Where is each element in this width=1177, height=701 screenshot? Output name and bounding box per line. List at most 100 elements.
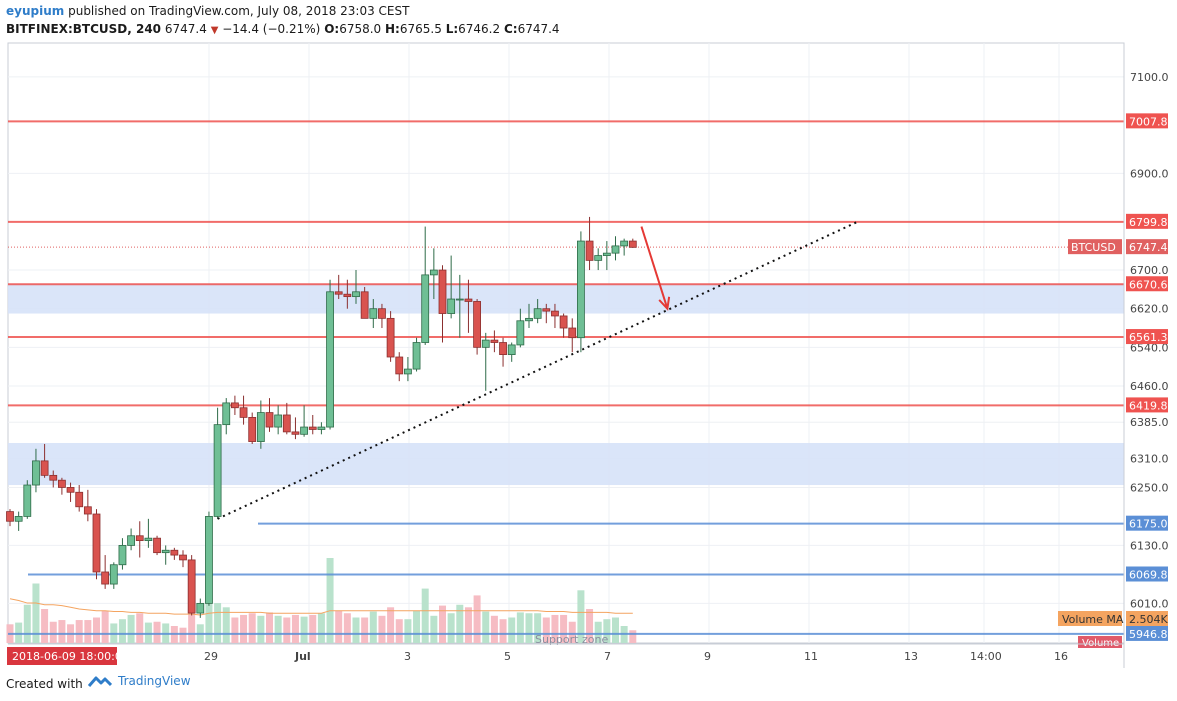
tradingview-link[interactable]: TradingView	[88, 674, 191, 688]
candle-body[interactable]	[83, 506, 92, 515]
candle-body[interactable]	[559, 315, 568, 329]
candle-body[interactable]	[196, 602, 205, 614]
candle-body[interactable]	[490, 339, 499, 343]
candle-body[interactable]	[429, 269, 438, 276]
price-chart[interactable]: Support zone 7100.0 6900.0 6700.0 6620.0 6540…	[0, 40, 1177, 668]
candle-body[interactable]	[360, 291, 369, 319]
candle-body[interactable]	[153, 537, 161, 554]
candle-body[interactable]	[170, 549, 179, 556]
volume-bar	[84, 620, 92, 643]
candle-body[interactable]	[317, 426, 326, 430]
candle-body[interactable]	[222, 402, 231, 426]
candle-body[interactable]	[256, 412, 265, 442]
candle-body[interactable]	[421, 274, 430, 343]
candle-body[interactable]	[525, 317, 533, 322]
candle-body[interactable]	[58, 479, 66, 488]
candle-body[interactable]	[109, 564, 118, 585]
candle-body[interactable]	[628, 240, 637, 248]
candle-body[interactable]	[144, 537, 153, 541]
candle-body[interactable]	[40, 460, 49, 476]
volume-bar	[482, 611, 490, 643]
candle-body[interactable]	[507, 344, 516, 355]
volume-bar	[499, 619, 507, 643]
candle-body[interactable]	[395, 356, 404, 375]
candle-body[interactable]	[308, 426, 317, 430]
volume-bar	[274, 615, 282, 643]
candle-body[interactable]	[179, 554, 187, 561]
candle-body[interactable]	[516, 320, 525, 346]
candle-body[interactable]	[161, 549, 170, 554]
candle-body[interactable]	[594, 255, 603, 261]
volume-bar	[361, 617, 369, 643]
candle-body[interactable]	[369, 308, 378, 319]
candle-body[interactable]	[412, 342, 421, 370]
candle-body[interactable]	[403, 368, 412, 375]
candle-body[interactable]	[473, 301, 482, 348]
candle-body[interactable]	[135, 535, 144, 541]
candle-body[interactable]	[92, 513, 101, 573]
candle-body[interactable]	[118, 545, 127, 566]
candle-body[interactable]	[23, 484, 32, 517]
candle-body[interactable]	[230, 402, 239, 409]
volume-bar	[58, 620, 66, 643]
candle-body[interactable]	[6, 511, 14, 522]
candle-body[interactable]	[66, 487, 75, 493]
candle-body[interactable]	[326, 291, 334, 428]
volume-bar	[317, 613, 325, 643]
volume-ma-value-tag	[1126, 611, 1168, 626]
candle-body[interactable]	[551, 310, 559, 317]
candle-body[interactable]	[455, 298, 464, 301]
candle-body[interactable]	[378, 308, 386, 319]
candle-body[interactable]	[265, 412, 274, 428]
candle-body[interactable]	[205, 516, 213, 604]
candle-body[interactable]	[386, 317, 395, 358]
candle-body[interactable]	[343, 293, 352, 298]
candle-body[interactable]	[213, 424, 222, 517]
publish-info: published on TradingView.com, July 08, 2…	[68, 4, 410, 18]
candle-body[interactable]	[533, 308, 542, 319]
last-price: 6747.4	[164, 22, 207, 36]
candle-body[interactable]	[274, 414, 283, 428]
candle-body[interactable]	[447, 298, 456, 314]
trendline[interactable]	[217, 220, 859, 520]
current-price-label: 6747.4	[1129, 241, 1168, 254]
candle-body[interactable]	[499, 342, 507, 355]
candle-body[interactable]	[187, 559, 196, 614]
candle-body[interactable]	[542, 308, 551, 312]
candle-body[interactable]	[239, 407, 248, 418]
candle-body[interactable]	[300, 426, 309, 435]
volume-bar	[127, 614, 135, 643]
candle-body[interactable]	[611, 245, 620, 254]
candle-body[interactable]	[481, 339, 490, 348]
volume-ma-value: 2.504K	[1129, 613, 1168, 626]
candle-body[interactable]	[585, 240, 594, 261]
candle-body[interactable]	[49, 474, 58, 481]
candle-body[interactable]	[464, 298, 473, 302]
candle-body[interactable]	[32, 460, 40, 486]
candle-body[interactable]	[101, 571, 110, 585]
candle-body[interactable]	[602, 252, 611, 256]
y-tick-label: 6310.0	[1130, 452, 1169, 465]
ohlc-line: BITFINEX:BTCUSD, 240 6747.4 ▼ −14.4 (−0.…	[6, 22, 560, 36]
close-label: C:	[503, 22, 518, 36]
volume-bar	[456, 604, 464, 643]
candle-body[interactable]	[438, 269, 447, 314]
candle-body[interactable]	[568, 327, 577, 339]
candle-body[interactable]	[248, 416, 257, 442]
candle-body[interactable]	[352, 291, 360, 298]
support-zone-annotation: Support zone	[535, 633, 608, 646]
candle-body[interactable]	[620, 240, 629, 247]
author-name[interactable]: eyupium	[6, 4, 65, 18]
candle-body[interactable]	[334, 291, 343, 295]
candle-body[interactable]	[14, 516, 23, 522]
candle-body[interactable]	[127, 535, 135, 546]
volume-bar	[222, 607, 230, 643]
candle-body[interactable]	[577, 240, 585, 339]
candle-body[interactable]	[75, 491, 84, 508]
candle-body[interactable]	[282, 414, 291, 433]
volume-bar	[560, 614, 568, 643]
y-tick-label: 6540.0	[1130, 341, 1169, 354]
volume-bar	[594, 621, 602, 643]
volume-ma-line	[9, 598, 633, 616]
candle-body[interactable]	[291, 431, 300, 435]
